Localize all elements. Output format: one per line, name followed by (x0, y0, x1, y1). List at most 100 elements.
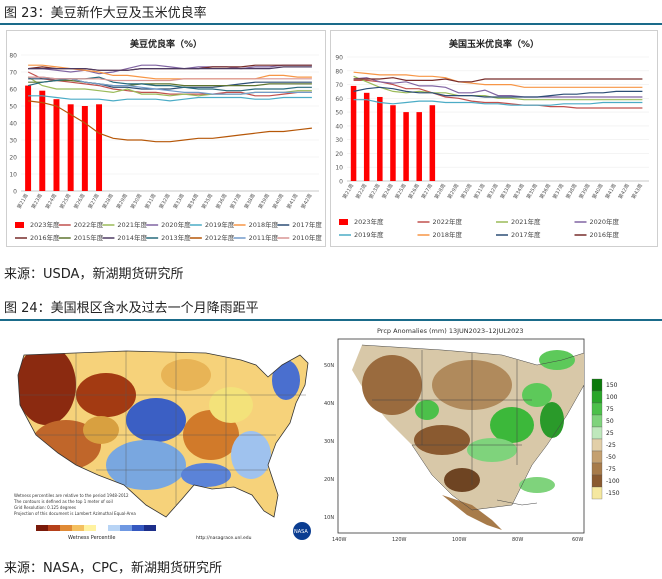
legend-swatch (591, 438, 603, 452)
legend-label: -100 (606, 478, 620, 485)
chart-title: 美国玉米优良率（%） (449, 38, 539, 50)
map-note: The contours is defined as the top 1 met… (13, 499, 113, 504)
bar-2023 (429, 105, 436, 181)
legend-label: -150 (606, 490, 620, 497)
legend-swatch (591, 426, 603, 440)
legend-label: 2015年度 (74, 233, 104, 242)
y-tick-label: 20 (335, 151, 343, 158)
series-line (353, 86, 643, 98)
map-note: Grid Resolution: 0.125 degrees (14, 505, 76, 510)
legend-label: 2020年度 (161, 220, 191, 229)
x-tick-label: 第35周 (525, 183, 539, 201)
bar-2023 (81, 106, 88, 191)
y-tick-label: 90 (335, 55, 343, 62)
lat-label: 20N (324, 477, 334, 483)
legend-label: 2020年度 (590, 217, 620, 226)
y-tick-label: 30 (335, 137, 343, 144)
wetness-legend-title: Wetness Percentile (68, 535, 115, 541)
series-line (353, 79, 643, 109)
wetness-map: Wetness percentiles are relative to the … (6, 325, 319, 550)
lon-label: 60W (572, 537, 583, 543)
corn-chart: 美国玉米优良率（%） 0 10 20 30 40 50 60 70 80 90 第21周 第22周 第23… (335, 38, 649, 239)
y-tick-label: 0 (339, 179, 343, 186)
x-tick-label: 第39周 (257, 193, 271, 211)
x-tick-label: 第41周 (604, 183, 618, 201)
map-note: Projection of this document is Lambert A… (14, 511, 136, 516)
x-tick-label: 第26周 (407, 183, 421, 201)
precip-legend: 150 100 75 50 25 -25 -50 -75 -100 -150 (591, 378, 620, 500)
x-tick-label: 第29周 (115, 193, 129, 211)
bar-2023 (416, 112, 422, 181)
legend-swatch (591, 462, 603, 476)
figure-23-caption: 图 23：美豆新作大豆及玉米优良率 (4, 6, 207, 21)
lat-label: 40N (324, 401, 334, 407)
series-line (28, 79, 312, 87)
legend-label: 2019年度 (354, 230, 384, 239)
caption-rule (0, 319, 662, 321)
legend-label: 2016年度 (30, 233, 60, 242)
svg-text:NASA: NASA (294, 529, 308, 535)
x-tick-label: 第21周 (341, 183, 355, 201)
legend-swatch (591, 378, 603, 392)
figure-24-caption: 图 24：美国根区含水及过去一个月降雨距平 (4, 301, 259, 316)
x-tick-label: 第35周 (200, 193, 214, 211)
lat-label: 50N (324, 363, 334, 369)
bar-2023 (96, 104, 103, 191)
y-tick-label: 50 (9, 104, 17, 111)
legend-label: 2017年度 (292, 220, 322, 229)
map-note: Wetness percentiles are relative to the … (14, 493, 129, 498)
x-tick-label: 第32周 (485, 183, 499, 201)
lat-label: 30N (324, 439, 334, 445)
legend-label: 2018年度 (249, 220, 279, 229)
y-tick-label: 70 (9, 70, 17, 77)
x-tick-label: 第36周 (538, 183, 552, 201)
legend-swatch (15, 222, 24, 228)
x-tick-label: 第21周 (16, 193, 30, 211)
x-tick-label: 第37周 (551, 183, 565, 201)
x-tick-label: 第33周 (172, 193, 186, 211)
figure-23-source: 来源：USDA，新湖期货研究所 (4, 267, 184, 282)
bar-2023 (363, 92, 370, 181)
y-tick-label: 10 (335, 165, 343, 172)
legend-label: 2016年度 (590, 230, 620, 239)
x-tick-label: 第24周 (380, 183, 394, 201)
legend-label: 2017年度 (511, 230, 541, 239)
nasa-logo: NASA (293, 522, 311, 540)
x-tick-label: 第25周 (394, 183, 408, 201)
precip-anomaly-map: Prcp Anomalies (mm) 13JUN2023–12JUL2023 (322, 325, 656, 550)
series-line (353, 99, 643, 106)
lat-label: 10N (324, 515, 334, 521)
legend-label: 2021年度 (117, 220, 147, 229)
legend-swatch (591, 390, 603, 404)
x-tick-label: 第43周 (630, 183, 644, 201)
series-line (28, 76, 312, 82)
series-line (353, 71, 643, 88)
series-line (353, 77, 643, 98)
x-tick-label: 第26周 (72, 193, 86, 211)
legend-swatch (591, 450, 603, 464)
y-tick-label: 10 (9, 172, 17, 179)
legend-label: -25 (606, 442, 616, 449)
x-tick-label: 第25周 (58, 193, 72, 211)
x-tick-label: 第38周 (564, 182, 578, 200)
legend-label: -50 (606, 454, 616, 461)
chart-title: 美豆优良率（%） (130, 38, 202, 50)
bar-2023 (25, 85, 32, 191)
series-line (27, 71, 312, 97)
legend-label: 25 (606, 430, 614, 437)
x-tick-label: 第42周 (617, 183, 631, 201)
y-tick-label: 40 (9, 121, 17, 128)
legend-label: 2014年度 (117, 233, 147, 242)
lon-label: 100W (452, 537, 467, 543)
x-tick-label: 第34周 (186, 193, 200, 211)
lon-label: 80W (512, 537, 523, 543)
y-tick-label: 60 (9, 87, 17, 94)
legend-swatch (591, 474, 603, 488)
figure-24-source: 来源：NASA，CPC，新湖期货研究所 (4, 561, 222, 576)
x-tick-label: 第31周 (143, 193, 157, 211)
y-tick-label: 60 (335, 96, 343, 103)
bar-2023 (39, 90, 46, 191)
lon-label: 120W (392, 537, 407, 543)
legend-label: 2021年度 (511, 217, 541, 226)
legend-label: 2019年度 (205, 220, 235, 229)
